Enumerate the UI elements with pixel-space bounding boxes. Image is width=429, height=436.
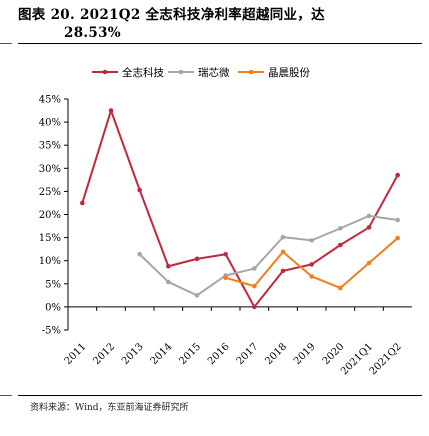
margin-mark-bottom (0, 395, 12, 396)
x-axis: 2011 2012 2013 2014 2015 2016 2017 2018 2019 2020… (63, 306, 412, 377)
data-point (280, 249, 286, 255)
series-line-1 (81, 109, 399, 308)
data-point (366, 213, 372, 219)
x-tick-label: 2012 (91, 341, 117, 367)
bottom-rule (18, 395, 422, 396)
y-tick-label: 30% (39, 164, 61, 175)
y-tick-label: 40% (39, 118, 61, 129)
y-tick-label: 0% (45, 302, 61, 313)
legend-marker (248, 69, 254, 75)
data-point (252, 283, 257, 289)
data-point (280, 234, 286, 240)
x-tick-label: 2017 (235, 341, 261, 367)
data-point (309, 262, 314, 267)
data-point (137, 251, 142, 257)
data-point (166, 263, 171, 269)
data-point (223, 275, 228, 281)
x-tick-label: 2015 (177, 341, 203, 367)
data-point (309, 274, 314, 279)
data-point (309, 238, 314, 243)
legend-marker (102, 69, 108, 75)
x-tick-label: 2018 (263, 341, 289, 367)
data-point (252, 266, 257, 271)
y-tick-label: 20% (39, 210, 61, 221)
legend-label: 晶晨股份 (268, 67, 310, 79)
x-tick-label: 2020 (321, 341, 347, 367)
top-rule (18, 43, 422, 44)
legend-label: 全志科技 (122, 66, 164, 79)
data-point (194, 256, 200, 262)
x-tick-label: 2011 (63, 341, 89, 367)
data-point (338, 242, 343, 248)
y-tick-label: 5% (45, 279, 61, 290)
chart-title-line1: 图表 20. 2021Q2 全志科技净利率超越同业，达 (18, 7, 325, 23)
data-point (252, 304, 257, 310)
y-tick-label: 25% (39, 187, 61, 198)
margin-mark-top (0, 43, 12, 44)
x-tick-label: 2014 (149, 341, 175, 367)
data-point (338, 226, 343, 231)
chart-title-line2: 28.53% (64, 25, 121, 41)
data-point (108, 108, 114, 113)
x-tick-label: 2013 (120, 341, 146, 367)
y-tick-label: 10% (39, 256, 61, 267)
data-point (395, 235, 400, 241)
data-point (80, 200, 85, 206)
plot-area (80, 108, 400, 310)
y-tick-label: 35% (39, 141, 61, 152)
legend: 全志科技 瑞芯微 晶晨股份 (92, 66, 310, 79)
chart-title: 图表 20. 2021Q2 全志科技净利率超越同业，达 28.53% (18, 6, 422, 42)
y-tick-label: 45% (39, 95, 61, 106)
x-tick-label: 2016 (206, 341, 232, 367)
data-point (395, 172, 400, 178)
data-point (366, 225, 372, 230)
data-point (395, 217, 400, 223)
source-note: 资料来源：Wind，东亚前海证券研究所 (30, 403, 189, 413)
data-point (137, 187, 142, 193)
y-tick-label: 15% (39, 233, 61, 244)
series-line-2 (138, 214, 398, 297)
data-point (280, 268, 286, 274)
data-point (223, 251, 228, 257)
legend-marker (178, 69, 184, 75)
data-point (338, 285, 343, 291)
data-point (194, 293, 200, 298)
y-axis: -5% 0% 5% 10% 15% 20% 25% 30% 35% 40% 45% (39, 95, 69, 337)
y-tick-label: -5% (42, 326, 61, 337)
data-point (166, 279, 171, 285)
legend-label: 瑞芯微 (198, 66, 230, 79)
data-point (366, 260, 372, 266)
x-tick-label: 2019 (292, 341, 318, 367)
x-tick-label: 2021Q2 (368, 341, 404, 377)
